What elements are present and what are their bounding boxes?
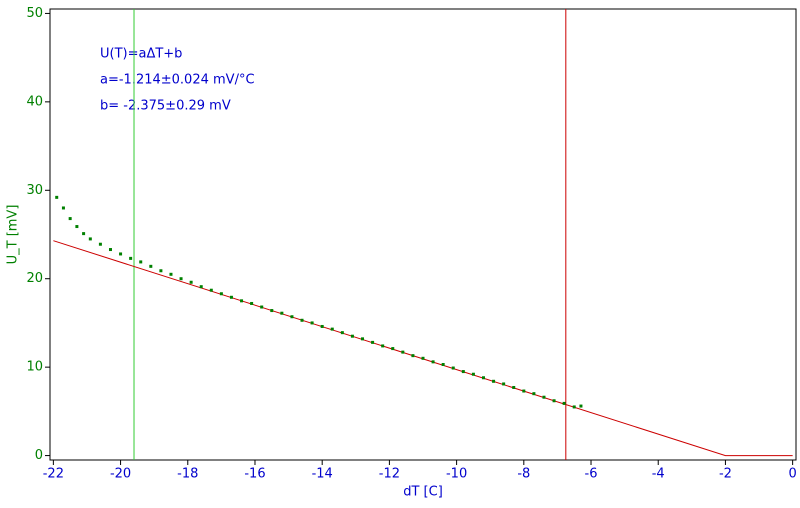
point bbox=[108, 248, 112, 252]
point bbox=[310, 321, 314, 325]
point bbox=[431, 360, 435, 364]
point bbox=[290, 315, 294, 319]
point bbox=[88, 237, 92, 241]
x-tick-label: -14 bbox=[312, 467, 333, 482]
point bbox=[532, 392, 536, 396]
x-tick-label: -20 bbox=[110, 467, 131, 482]
point bbox=[330, 327, 334, 331]
point bbox=[189, 280, 193, 284]
y-tick-label: 50 bbox=[26, 6, 43, 21]
point bbox=[461, 370, 465, 374]
y-tick-label: 40 bbox=[26, 94, 43, 109]
point bbox=[421, 356, 425, 360]
point bbox=[209, 288, 213, 292]
point bbox=[552, 399, 556, 403]
x-tick-label: -12 bbox=[379, 467, 400, 482]
point bbox=[240, 299, 244, 303]
point bbox=[300, 318, 304, 322]
x-tick-label: -8 bbox=[517, 467, 530, 482]
point bbox=[381, 344, 385, 348]
point bbox=[119, 252, 123, 256]
annotation: U(T)=aΔT+b bbox=[100, 47, 182, 62]
x-tick-label: -16 bbox=[244, 467, 265, 482]
annotation: b= -2.375±0.29 mV bbox=[100, 99, 231, 114]
point bbox=[139, 260, 143, 264]
point bbox=[451, 366, 455, 370]
point bbox=[61, 206, 65, 210]
point bbox=[579, 404, 583, 408]
point bbox=[401, 350, 405, 354]
point bbox=[441, 362, 445, 366]
x-tick-label: -22 bbox=[43, 467, 64, 482]
x-tick-label: -2 bbox=[719, 467, 732, 482]
point bbox=[471, 372, 475, 376]
point bbox=[572, 405, 576, 409]
point bbox=[159, 269, 163, 273]
point bbox=[361, 337, 365, 341]
x-tick-label: -6 bbox=[585, 467, 598, 482]
point bbox=[149, 264, 153, 268]
point bbox=[260, 305, 264, 309]
point bbox=[481, 376, 485, 380]
point bbox=[179, 277, 183, 281]
point bbox=[98, 242, 102, 246]
plot-frame bbox=[49, 8, 797, 461]
point bbox=[270, 309, 274, 313]
point bbox=[502, 382, 506, 386]
point bbox=[280, 311, 284, 315]
point bbox=[250, 301, 254, 305]
point bbox=[371, 340, 375, 344]
point bbox=[512, 385, 516, 389]
point bbox=[320, 324, 324, 328]
x-axis-label: dT [C] bbox=[403, 485, 443, 500]
point bbox=[492, 379, 496, 383]
x-tick-label: -18 bbox=[177, 467, 198, 482]
point bbox=[350, 334, 354, 338]
point bbox=[340, 331, 344, 335]
point bbox=[68, 217, 72, 221]
x-tick-label: -10 bbox=[446, 467, 467, 482]
x-tick-label: -4 bbox=[652, 467, 665, 482]
y-tick-label: 0 bbox=[35, 448, 43, 463]
point bbox=[542, 395, 546, 399]
point bbox=[199, 285, 203, 289]
point bbox=[522, 389, 526, 393]
point bbox=[75, 225, 79, 229]
y-axis-label: U_T [mV] bbox=[6, 205, 21, 265]
y-tick-label: 10 bbox=[26, 360, 43, 375]
y-tick-label: 30 bbox=[26, 183, 43, 198]
point bbox=[55, 195, 59, 199]
point bbox=[411, 354, 415, 358]
x-tick-label: 0 bbox=[788, 467, 796, 482]
y-tick-label: 20 bbox=[26, 271, 43, 286]
point bbox=[82, 232, 86, 236]
annotation: a=-1.214±0.024 mV/°C bbox=[100, 73, 255, 88]
point bbox=[562, 401, 566, 405]
point bbox=[229, 295, 233, 299]
point bbox=[129, 256, 133, 260]
point bbox=[391, 347, 395, 351]
point bbox=[219, 292, 223, 296]
point bbox=[169, 272, 173, 276]
fit-line bbox=[53, 240, 793, 457]
